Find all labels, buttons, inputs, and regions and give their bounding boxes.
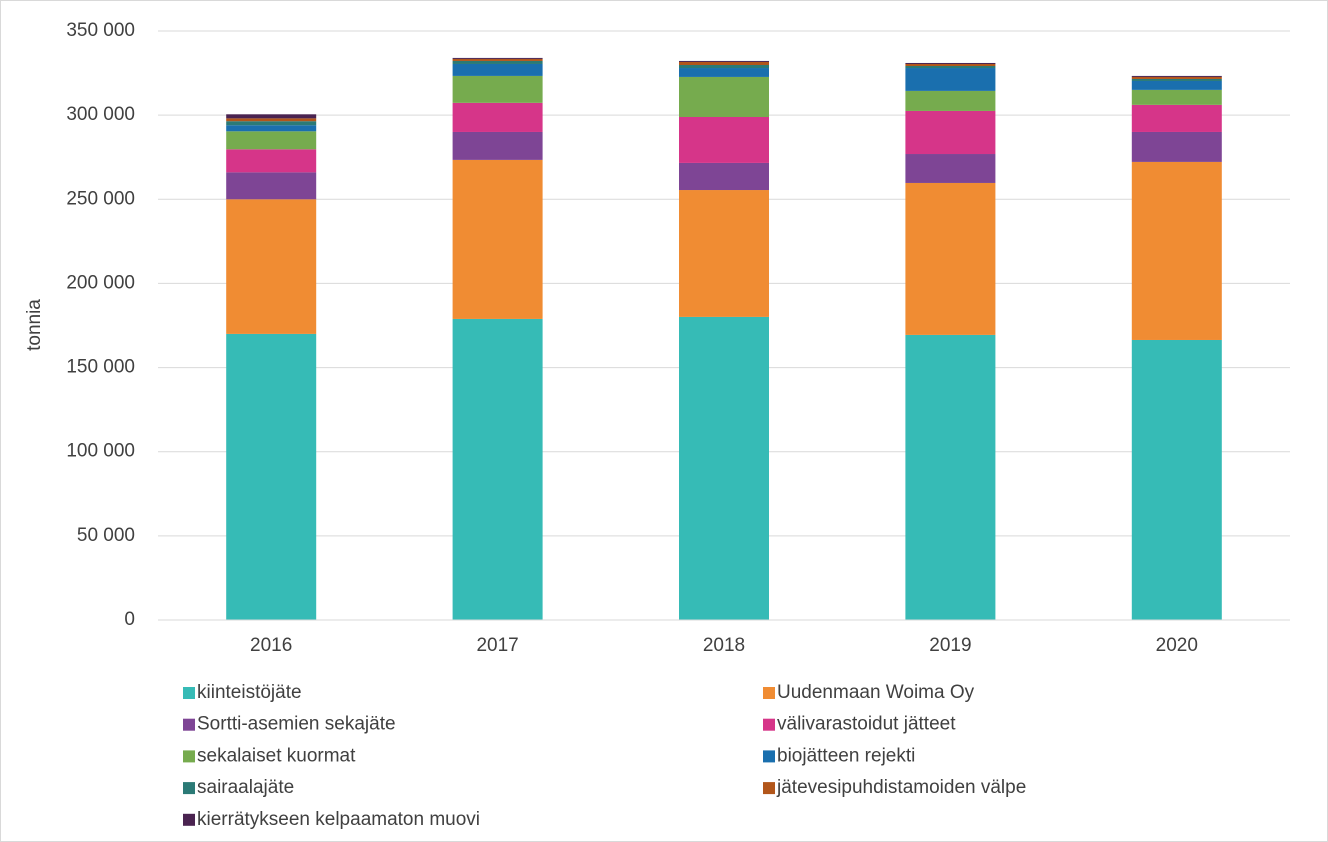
bar-segment bbox=[452, 102, 543, 132]
legend-swatch bbox=[763, 750, 775, 763]
bar-segment bbox=[679, 61, 769, 65]
y-tick-label: 100 000 bbox=[66, 441, 135, 462]
bar-segment bbox=[1131, 161, 1222, 340]
bar-segment bbox=[1131, 76, 1222, 79]
bar-segment bbox=[452, 58, 543, 61]
bar-segment bbox=[905, 154, 996, 183]
bar-segment bbox=[905, 90, 996, 111]
legend-swatch bbox=[763, 718, 775, 731]
x-tick-label: 2020 bbox=[1156, 635, 1198, 656]
bar-segment bbox=[679, 316, 769, 620]
bar-segment bbox=[679, 76, 769, 117]
bar-segment bbox=[905, 63, 996, 67]
bar-segment bbox=[1131, 104, 1222, 132]
bar-segment bbox=[452, 75, 543, 103]
bar-segment bbox=[1131, 75, 1222, 77]
bar-segment bbox=[226, 149, 317, 173]
y-tick-label: 0 bbox=[124, 609, 135, 630]
legend-label: kiinteistöjäte bbox=[197, 682, 302, 703]
legend-label: sairaalajäte bbox=[197, 777, 294, 798]
legend-swatch bbox=[183, 718, 195, 731]
x-tick-label: 2019 bbox=[929, 635, 971, 656]
legend-swatch bbox=[763, 782, 775, 795]
bar-segment bbox=[905, 334, 996, 620]
x-tick-label: 2018 bbox=[703, 635, 745, 656]
bar-segment bbox=[1131, 78, 1222, 81]
bar-segment bbox=[1131, 131, 1222, 162]
bar-segment bbox=[452, 63, 543, 76]
bar-segment bbox=[905, 182, 996, 335]
y-tick-label: 250 000 bbox=[66, 188, 135, 209]
bar-segment bbox=[679, 64, 769, 69]
x-tick-label: 2016 bbox=[250, 635, 292, 656]
bar-segment bbox=[905, 68, 996, 91]
y-tick-label: 50 000 bbox=[77, 525, 135, 546]
y-tick-label: 150 000 bbox=[66, 357, 135, 378]
legend-label: biojätteen rejekti bbox=[777, 745, 915, 766]
bar-segment bbox=[679, 190, 769, 317]
bar-segment bbox=[226, 333, 317, 620]
bar-segment bbox=[226, 118, 317, 122]
bar-segment bbox=[452, 159, 543, 319]
bar-segment bbox=[226, 131, 317, 150]
legend-swatch bbox=[183, 782, 195, 795]
bar-segment bbox=[679, 162, 769, 191]
bar-segment bbox=[679, 60, 769, 62]
bar-segment bbox=[679, 116, 769, 163]
bar-segment bbox=[226, 172, 317, 200]
y-tick-label: 350 000 bbox=[66, 20, 135, 41]
legend-label: jätevesipuhdistamoiden välpe bbox=[776, 777, 1026, 798]
bar-segment bbox=[1131, 80, 1222, 90]
legend-label: Uudenmaan Woima Oy bbox=[777, 682, 975, 703]
y-axis-title: tonnia bbox=[24, 299, 45, 351]
legend-label: sekalaiset kuormat bbox=[197, 745, 356, 766]
bar-segment bbox=[905, 66, 996, 69]
legend-swatch bbox=[183, 750, 195, 763]
bar-segment bbox=[679, 68, 769, 77]
bar-segment bbox=[905, 62, 996, 64]
bar-segment bbox=[452, 57, 543, 59]
legend-label: Sortti-asemien sekajäte bbox=[197, 714, 396, 735]
bar-segment bbox=[452, 131, 543, 160]
legend-swatch bbox=[763, 687, 775, 699]
bar-segment bbox=[1131, 89, 1222, 105]
bar-segment bbox=[226, 125, 317, 132]
legend-label: välivarastoidut jätteet bbox=[777, 714, 956, 735]
bar-segment bbox=[452, 60, 543, 64]
y-tick-label: 300 000 bbox=[66, 104, 135, 125]
bar-segment bbox=[452, 318, 543, 620]
bar-segment bbox=[226, 199, 317, 334]
legend-swatch bbox=[183, 813, 195, 826]
y-tick-label: 200 000 bbox=[66, 272, 135, 293]
legend-swatch bbox=[183, 687, 195, 699]
x-tick-label: 2017 bbox=[476, 635, 518, 656]
bar-segment bbox=[1131, 339, 1222, 620]
bar-segment bbox=[226, 121, 317, 126]
bar-segment bbox=[905, 110, 996, 155]
bar-segment bbox=[226, 114, 317, 119]
legend-label: kierrätykseen kelpaamaton muovi bbox=[197, 809, 480, 830]
